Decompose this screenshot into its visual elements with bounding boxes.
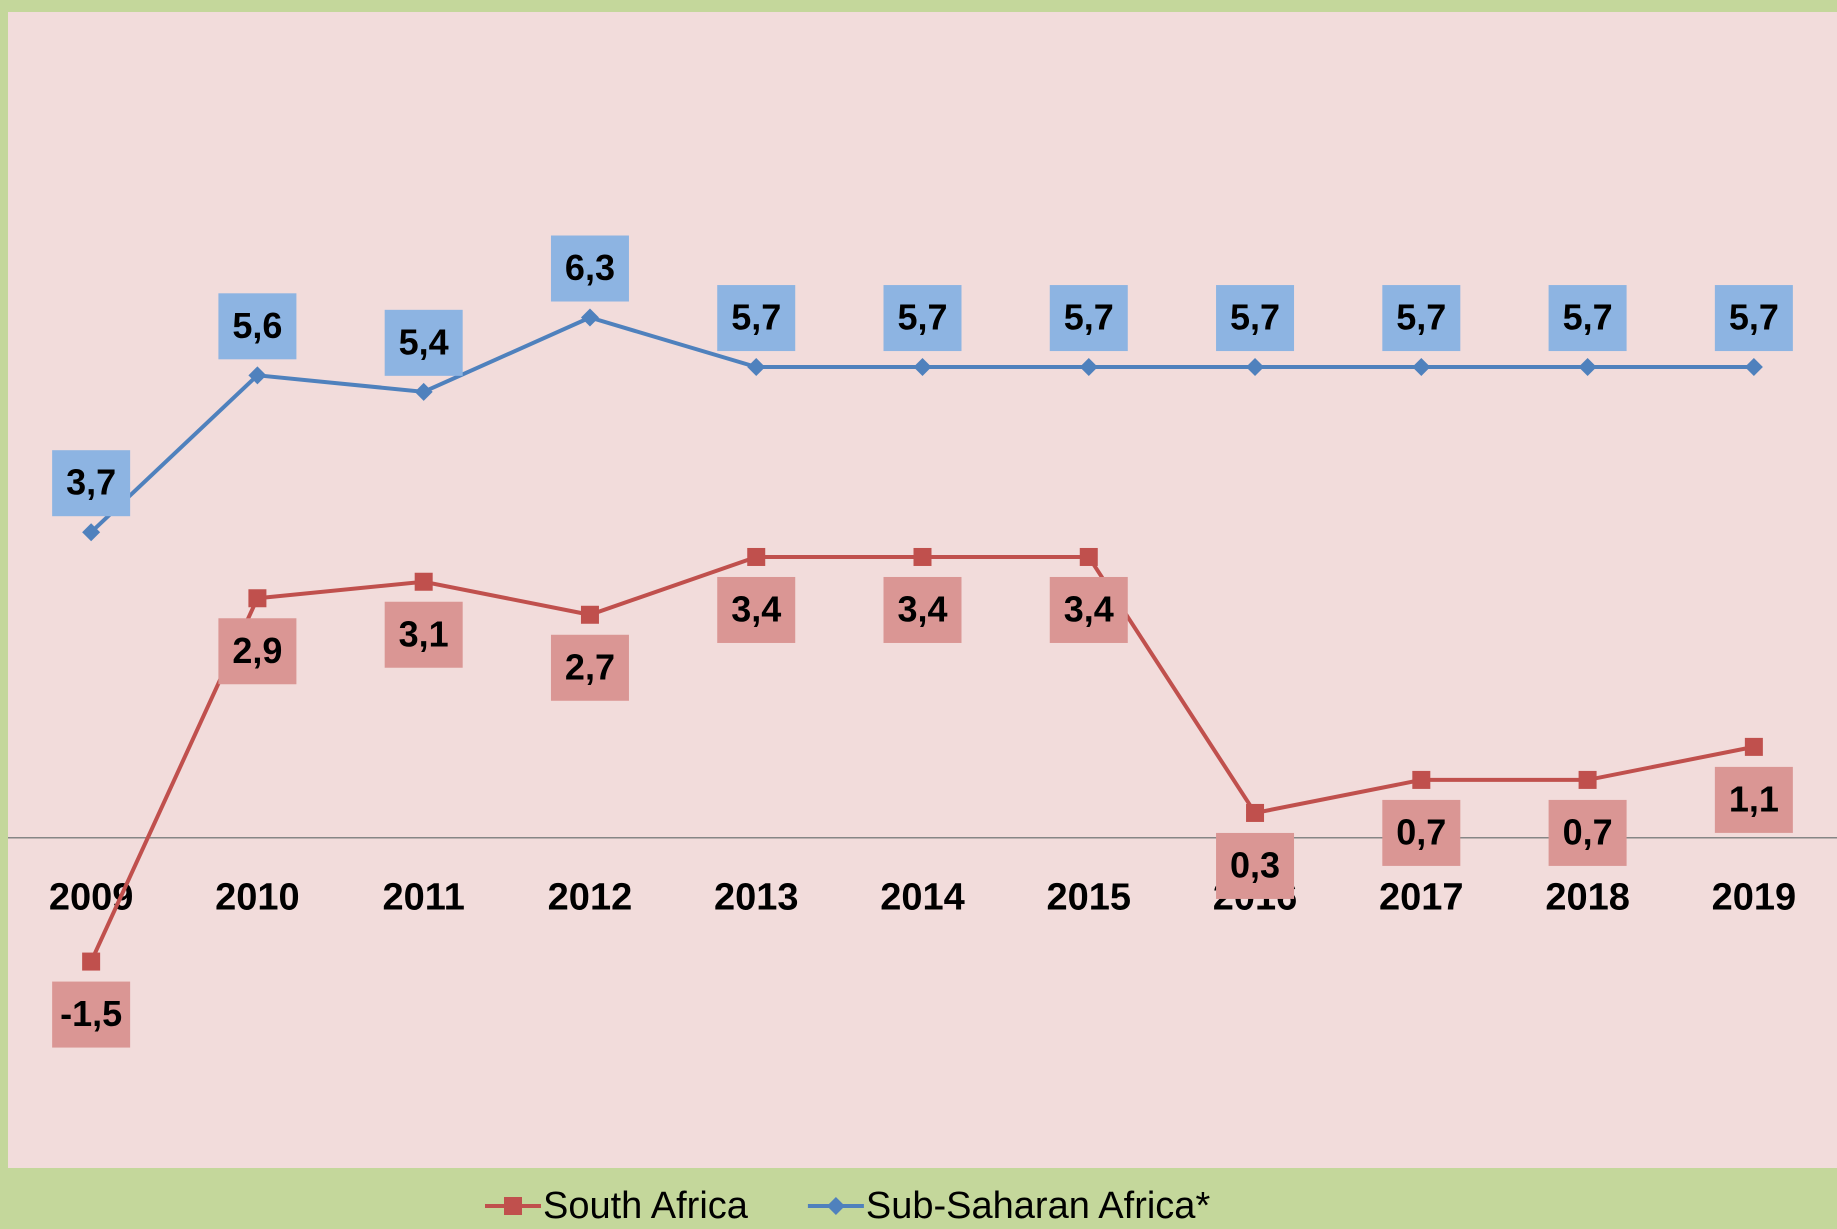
data-label-box (1382, 285, 1461, 352)
marker (1412, 770, 1431, 789)
data-label: 3,4 (1064, 588, 1114, 629)
data-label-box (717, 285, 796, 352)
data-label-box (1548, 799, 1627, 866)
marker (1412, 358, 1431, 377)
marker (414, 382, 433, 401)
legend-marker (504, 1197, 522, 1215)
marker (747, 547, 766, 566)
data-label-box (1382, 799, 1461, 866)
marker (1246, 358, 1265, 377)
data-label: 3,4 (897, 588, 947, 629)
x-tick-label: 2019 (1712, 877, 1797, 919)
data-label-box (883, 285, 962, 352)
marker (248, 366, 267, 385)
data-label-box (384, 601, 463, 668)
marker (1578, 358, 1597, 377)
marker (1744, 358, 1763, 377)
x-tick-label: 2012 (548, 877, 633, 919)
x-tick-label: 2014 (880, 877, 965, 919)
data-label: 5,7 (1230, 297, 1280, 338)
data-label: 5,7 (1396, 297, 1446, 338)
data-label: 5,7 (1064, 297, 1114, 338)
marker (82, 523, 101, 542)
data-label-box (717, 576, 796, 643)
data-label: 0,3 (1230, 844, 1280, 885)
data-label-box (1216, 832, 1295, 899)
data-label-box (52, 981, 131, 1048)
marker (1246, 803, 1265, 822)
x-tick-label: 2017 (1379, 877, 1464, 919)
data-label: -1,5 (60, 993, 122, 1034)
data-label-box (1049, 285, 1128, 352)
data-label-box (218, 293, 297, 360)
data-label: 0,7 (1563, 811, 1613, 852)
data-label-box (883, 576, 962, 643)
data-label-box (550, 634, 629, 701)
marker (580, 605, 599, 624)
data-label: 5,7 (897, 297, 947, 338)
data-label: 5,6 (232, 305, 282, 346)
data-label-box (384, 309, 463, 376)
data-label-box (550, 235, 629, 302)
marker (82, 952, 101, 971)
marker (1079, 547, 1098, 566)
marker (580, 308, 599, 327)
data-label: 2,7 (565, 646, 615, 687)
data-label-box (1049, 576, 1128, 643)
x-tick-label: 2018 (1545, 877, 1630, 919)
legend-label: South Africa (543, 1185, 749, 1227)
marker (1079, 358, 1098, 377)
data-label-box (218, 618, 297, 685)
marker (1578, 770, 1597, 789)
marker (248, 589, 267, 608)
data-label: 3,4 (731, 588, 781, 629)
data-label: 3,7 (66, 462, 116, 503)
data-label-box (1216, 285, 1295, 352)
data-label: 5,7 (731, 297, 781, 338)
marker (747, 358, 766, 377)
marker (913, 547, 932, 566)
x-tick-label: 2010 (215, 877, 300, 919)
data-label-box (1548, 285, 1627, 352)
x-tick-label: 2015 (1046, 877, 1131, 919)
data-label: 2,9 (232, 630, 282, 671)
legend-label: Sub-Saharan Africa* (866, 1185, 1211, 1227)
data-label: 5,4 (399, 321, 449, 362)
x-tick-label: 2013 (714, 877, 799, 919)
legend-marker (826, 1197, 845, 1215)
data-label: 0,7 (1396, 811, 1446, 852)
marker (414, 572, 433, 591)
marker (913, 358, 932, 377)
data-label: 5,7 (1563, 297, 1613, 338)
data-label: 1,1 (1729, 778, 1779, 819)
data-label: 6,3 (565, 247, 615, 288)
marker (1744, 737, 1763, 756)
data-label-box (1714, 766, 1793, 833)
data-label-box (1714, 285, 1793, 352)
x-tick-label: 2011 (382, 877, 464, 919)
data-label: 5,7 (1729, 297, 1779, 338)
data-label-box (52, 450, 131, 517)
data-label: 3,1 (399, 613, 449, 654)
